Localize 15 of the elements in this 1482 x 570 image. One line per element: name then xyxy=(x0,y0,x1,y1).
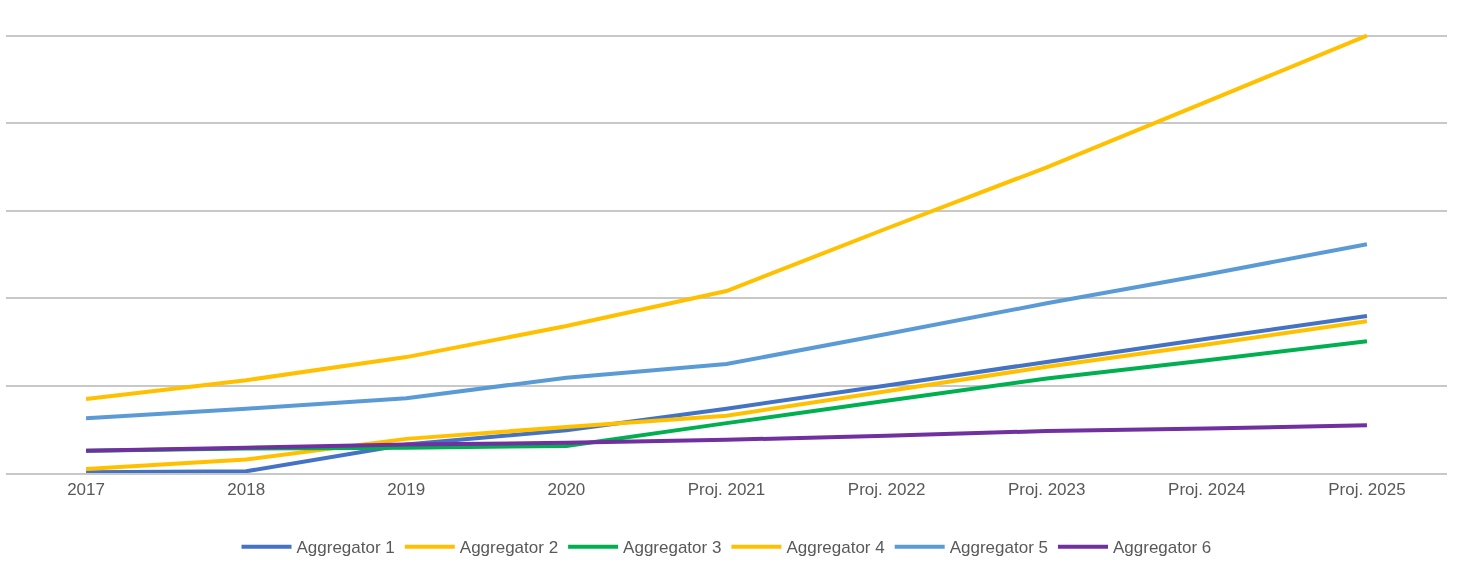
legend-label: Aggregator 5 xyxy=(949,538,1048,558)
legend-label: Aggregator 4 xyxy=(786,538,885,558)
x-tick-label: Proj. 2023 xyxy=(1007,480,1086,500)
legend-label: Aggregator 2 xyxy=(459,538,559,558)
x-tick-label: 2018 xyxy=(227,480,266,500)
x-tick-label: Proj. 2024 xyxy=(1168,480,1246,500)
x-tick-label: Proj. 2021 xyxy=(687,480,766,500)
x-tick-label: Proj. 2025 xyxy=(1328,480,1406,500)
x-tick-label: 2017 xyxy=(67,480,105,500)
legend-label: Aggregator 1 xyxy=(296,538,395,558)
x-tick-label: Proj. 2022 xyxy=(847,480,926,500)
x-tick-label: 2020 xyxy=(547,480,586,500)
legend-label: Aggregator 6 xyxy=(1112,538,1212,558)
x-tick-label: 2019 xyxy=(387,480,426,500)
legend-label: Aggregator 3 xyxy=(623,538,722,558)
